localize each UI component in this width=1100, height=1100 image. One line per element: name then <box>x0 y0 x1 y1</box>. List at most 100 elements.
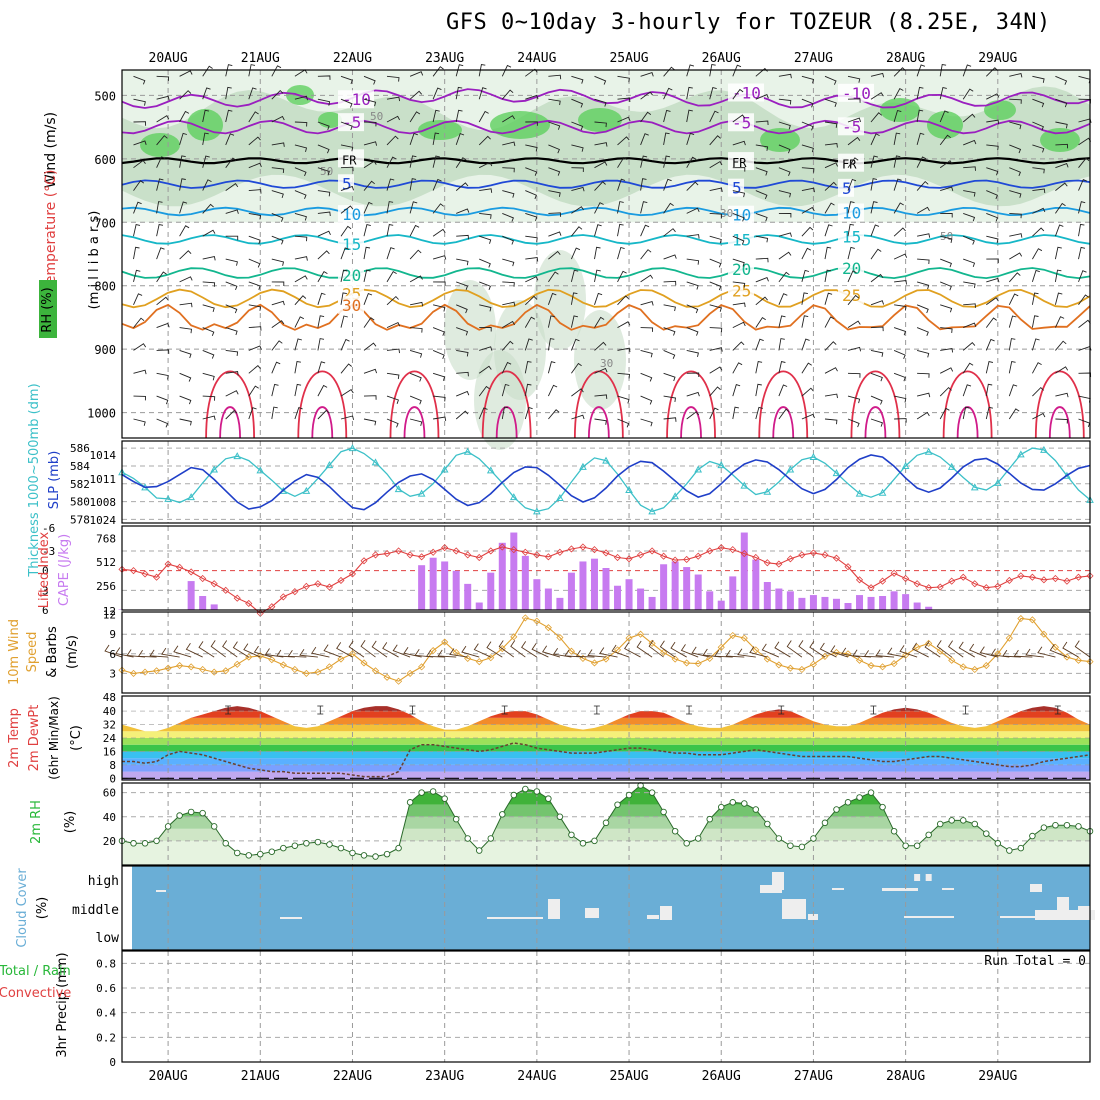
li-marker <box>844 563 852 571</box>
wind-speed-marker <box>982 661 990 670</box>
temp-tick: 32 <box>103 719 116 732</box>
wind-barb <box>570 315 579 328</box>
cloud-patch <box>280 917 302 919</box>
li-marker <box>164 560 172 568</box>
wind-barb <box>940 281 952 291</box>
wind-barb <box>202 327 215 336</box>
wind-barb <box>732 281 746 288</box>
wind-barb <box>663 304 676 312</box>
rh-green-area <box>984 100 1016 120</box>
wind-barb <box>1032 98 1045 108</box>
wind-barb <box>156 296 169 306</box>
rh-marker <box>314 838 322 846</box>
wind-barb <box>363 98 377 107</box>
li-marker <box>1040 576 1048 584</box>
wind-barb <box>317 361 326 374</box>
wind-barb <box>893 109 902 123</box>
li-marker <box>637 551 645 559</box>
li-marker <box>832 554 841 562</box>
wind-speed-marker <box>475 658 483 666</box>
wind-barb <box>847 136 861 146</box>
thickness-marker <box>325 461 334 469</box>
rh-marker <box>487 835 495 842</box>
wind-barb <box>663 280 677 286</box>
date-label-bottom: 28AUG <box>886 1069 925 1084</box>
wind-barb <box>202 372 215 381</box>
wind-barb <box>271 235 284 245</box>
wind-barb <box>547 292 557 305</box>
wind-barb <box>271 142 285 147</box>
contour-label-bg <box>838 259 864 278</box>
wind-barb <box>409 178 417 191</box>
wind-speed-marker <box>763 655 771 663</box>
wind-barb <box>916 411 930 420</box>
wind-barb <box>709 187 723 193</box>
wind-barb <box>778 408 790 420</box>
rh-contour-label: 30 <box>600 357 613 370</box>
upper-mb-label: (m i l l i b a r s) <box>87 211 102 310</box>
wind-speed-marker <box>291 665 299 674</box>
wind-barb <box>963 235 975 245</box>
wind-barb <box>548 231 562 237</box>
temp-color-band <box>122 744 1090 752</box>
li-marker <box>337 576 345 585</box>
wind-speed-marker <box>556 633 564 642</box>
wind-speed-marker <box>153 667 161 675</box>
rh-marker <box>879 803 886 811</box>
wind-barb <box>640 133 649 146</box>
wind-speed-marker <box>406 669 414 677</box>
wind-speed-marker <box>660 648 668 657</box>
contour-label: 20 <box>342 266 361 285</box>
rh-marker <box>579 840 587 847</box>
wind-barb <box>501 89 514 100</box>
li-marker <box>510 546 518 554</box>
thickness-marker <box>533 507 541 515</box>
wind-barb <box>202 109 210 123</box>
wind-barb <box>317 250 330 260</box>
wind-barb <box>755 212 768 222</box>
rh-marker <box>602 819 610 827</box>
wind-barb <box>317 75 331 80</box>
wind-barb <box>594 121 607 128</box>
wind-barb <box>410 301 424 307</box>
wind-barb <box>893 349 906 359</box>
hot-contour-inner <box>403 406 426 439</box>
wind-barb <box>502 235 514 245</box>
cape-bar <box>590 558 598 610</box>
wind-barb-10m <box>774 641 791 658</box>
cape-bar <box>187 581 195 610</box>
wind-barb <box>478 385 490 397</box>
contour-label: 30 <box>342 296 361 315</box>
pressure-tick: 600 <box>94 153 116 167</box>
rh-green-area <box>418 120 462 140</box>
cape-bar <box>579 561 587 610</box>
wind-barb <box>156 156 166 168</box>
wind-barb <box>409 349 423 358</box>
wind-barb <box>640 224 650 237</box>
minmax-errorbar <box>1054 705 1061 715</box>
wind-barb <box>1008 360 1016 374</box>
wind-barb <box>916 109 924 123</box>
wind-barb <box>502 301 516 307</box>
precip-tick: 0.2 <box>96 1031 116 1044</box>
wind-barb <box>1055 418 1068 424</box>
cape-bar <box>683 567 691 610</box>
wind-barb <box>686 327 699 336</box>
wind-barb <box>778 361 786 374</box>
thickness-tick: 578 <box>70 513 90 526</box>
contour-label: -5 <box>842 117 861 136</box>
wind-barb <box>594 394 608 399</box>
li-marker <box>786 555 794 563</box>
contour-label-bg <box>838 178 854 197</box>
wind-barb <box>801 338 810 351</box>
wind-barb <box>870 395 883 405</box>
wind-barb <box>501 361 512 374</box>
wind-barb <box>594 316 605 328</box>
wind-barb-10m <box>659 640 676 658</box>
wind-tick: 9 <box>109 628 116 641</box>
slp-tick: 1008 <box>90 496 117 509</box>
wind-speed-marker <box>567 647 575 655</box>
cloud-patch <box>808 914 818 920</box>
wind-barb <box>340 388 354 397</box>
wind-barb <box>1009 121 1022 130</box>
